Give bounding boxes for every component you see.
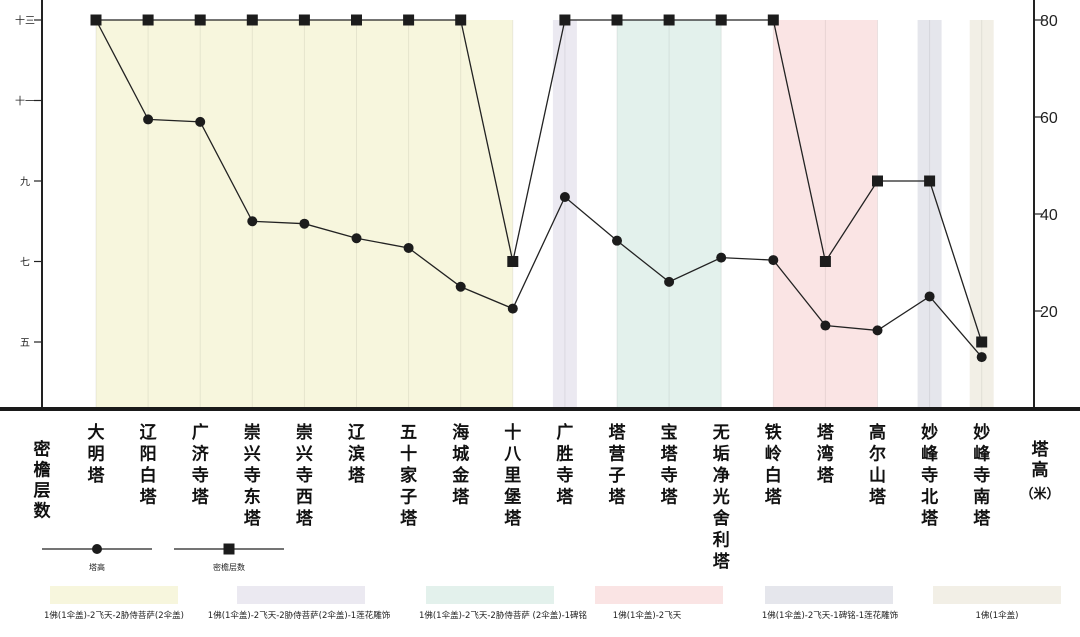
tower-height-point [403,242,414,253]
legend-group-label: 1佛(1伞盖)-2飞天-2胁侍菩萨(2伞盖)-1莲花雕饰 [208,610,391,621]
legend-group-label: 1佛(1伞盖)-2飞天-1碑铭-1莲花雕饰 [762,610,899,621]
eave-count-point [403,14,415,26]
legend-swatch [50,586,178,604]
eave-count-point [872,175,883,187]
category-label: 十八里堡塔 [504,422,522,529]
tower-height-point [664,276,675,287]
eave-count-point [663,14,675,26]
axes [0,0,1080,411]
right-tick-label: 80 [1040,13,1058,30]
tower-height-point [455,281,466,292]
band-group-1 [96,20,513,407]
eave-count-point [246,14,258,26]
tower-height-point [507,303,518,314]
category-label: 妙峰寺北塔 [921,422,939,529]
category-label: 宝塔寺塔 [661,422,679,508]
category-label: 崇兴寺东塔 [244,423,262,529]
left-tick-label: 七 [20,257,30,269]
legend-group-label: 1佛(1伞盖)-2飞天 [613,610,682,621]
tower-height-point [716,252,727,263]
eave-count-point [507,256,519,267]
eave-count-point [559,14,571,26]
category-label: 广胜寺塔 [556,422,574,508]
right-axis-unit: （米） [1020,486,1059,502]
category-label: 铁岭白塔 [765,422,783,508]
series [90,14,988,363]
eave-count-point [715,14,727,26]
tower-height-point [924,291,935,302]
left-tick-label: 十一 [15,95,35,108]
tower-height-point [559,192,570,203]
category-label: 妙峰寺南塔 [973,422,991,529]
legend-swatch [426,586,554,604]
legend-circle-marker [92,544,102,554]
right-tick-label: 20 [1040,304,1058,321]
legend-swatch [595,586,723,604]
legend-group-label: 1佛(1伞盖)-2飞天-2胁侍菩萨(2伞盖) [44,610,184,621]
category-label: 五十家子塔 [400,423,418,529]
band-group-3 [617,20,722,407]
eave-count-point [819,256,831,267]
category-label: 无垢净光舍利塔 [712,423,731,572]
category-label: 辽滨塔 [348,423,366,486]
legend-swatch [237,586,365,604]
eave-count-point [194,14,206,26]
axis-titles: 密檐层数 塔高 （米） [34,439,1060,522]
eave-count-point [976,336,988,348]
category-label: 崇兴寺西塔 [296,423,314,529]
left-axis-title: 密檐层数 [34,439,52,522]
category-label: 塔湾塔 [817,422,835,486]
left-tick-label: 九 [20,176,30,188]
tower-height-point [872,325,883,336]
legend-square-marker [223,543,235,555]
legend-swatch [765,586,893,604]
left-tick-label: 十三 [15,14,35,27]
series-line-2 [96,19,983,343]
tower-height-point [299,218,310,229]
eave-count-point [298,14,310,26]
group-bands [95,20,994,407]
category-label: 海城金塔 [451,422,470,508]
tower-height-point [247,216,258,227]
tower-height-point [143,114,154,125]
eave-count-point [455,14,467,26]
left-tick-label: 五 [20,338,30,349]
eave-count-point [142,14,154,26]
eave-count-point [611,14,623,26]
eave-count-point [90,14,102,26]
eave-count-point [351,14,362,26]
legend-series-label: 密檐层数 [213,562,245,572]
legend-series-label: 塔高 [89,562,105,572]
legend-group-label: 1佛(1伞盖)-2飞天-2胁侍菩萨 (2伞盖)-1碑铭 [419,610,587,621]
category-label: 广济寺塔 [192,422,210,508]
right-tick-label: 40 [1040,207,1058,224]
tower-height-point [195,116,206,127]
category-label: 高尔山塔 [869,422,887,508]
band-group-5 [917,20,942,407]
eave-count-point [767,14,779,26]
series-line-1 [95,19,983,358]
tower-height-point [612,235,622,246]
eave-count-point [924,175,936,187]
tower-height-point [820,320,831,331]
right-tick-label: 60 [1040,110,1058,127]
category-label: 大明塔 [88,422,106,486]
right-axis-title: 塔高 [1032,439,1050,481]
legend: 塔高 密檐层数 1佛(1伞盖)-2飞天-2胁侍菩萨(2伞盖) 1佛(1伞盖)-2飞天-… [42,543,1061,621]
legend-swatch [933,586,1061,604]
tower-height-point [976,352,987,363]
legend-group-label: 1佛(1伞盖) [976,610,1019,621]
band-group-4 [773,20,878,407]
tower-height-point [351,233,362,244]
category-labels: 大明塔 辽阳白塔 广济寺塔 崇兴寺东塔 崇兴寺西塔 辽滨塔 五十家子塔 海城金塔 十八里堡塔 广胜… [88,422,992,572]
tower-height-point [768,255,779,266]
category-label: 塔营子塔 [609,422,627,508]
category-label: 辽阳白塔 [140,423,158,508]
